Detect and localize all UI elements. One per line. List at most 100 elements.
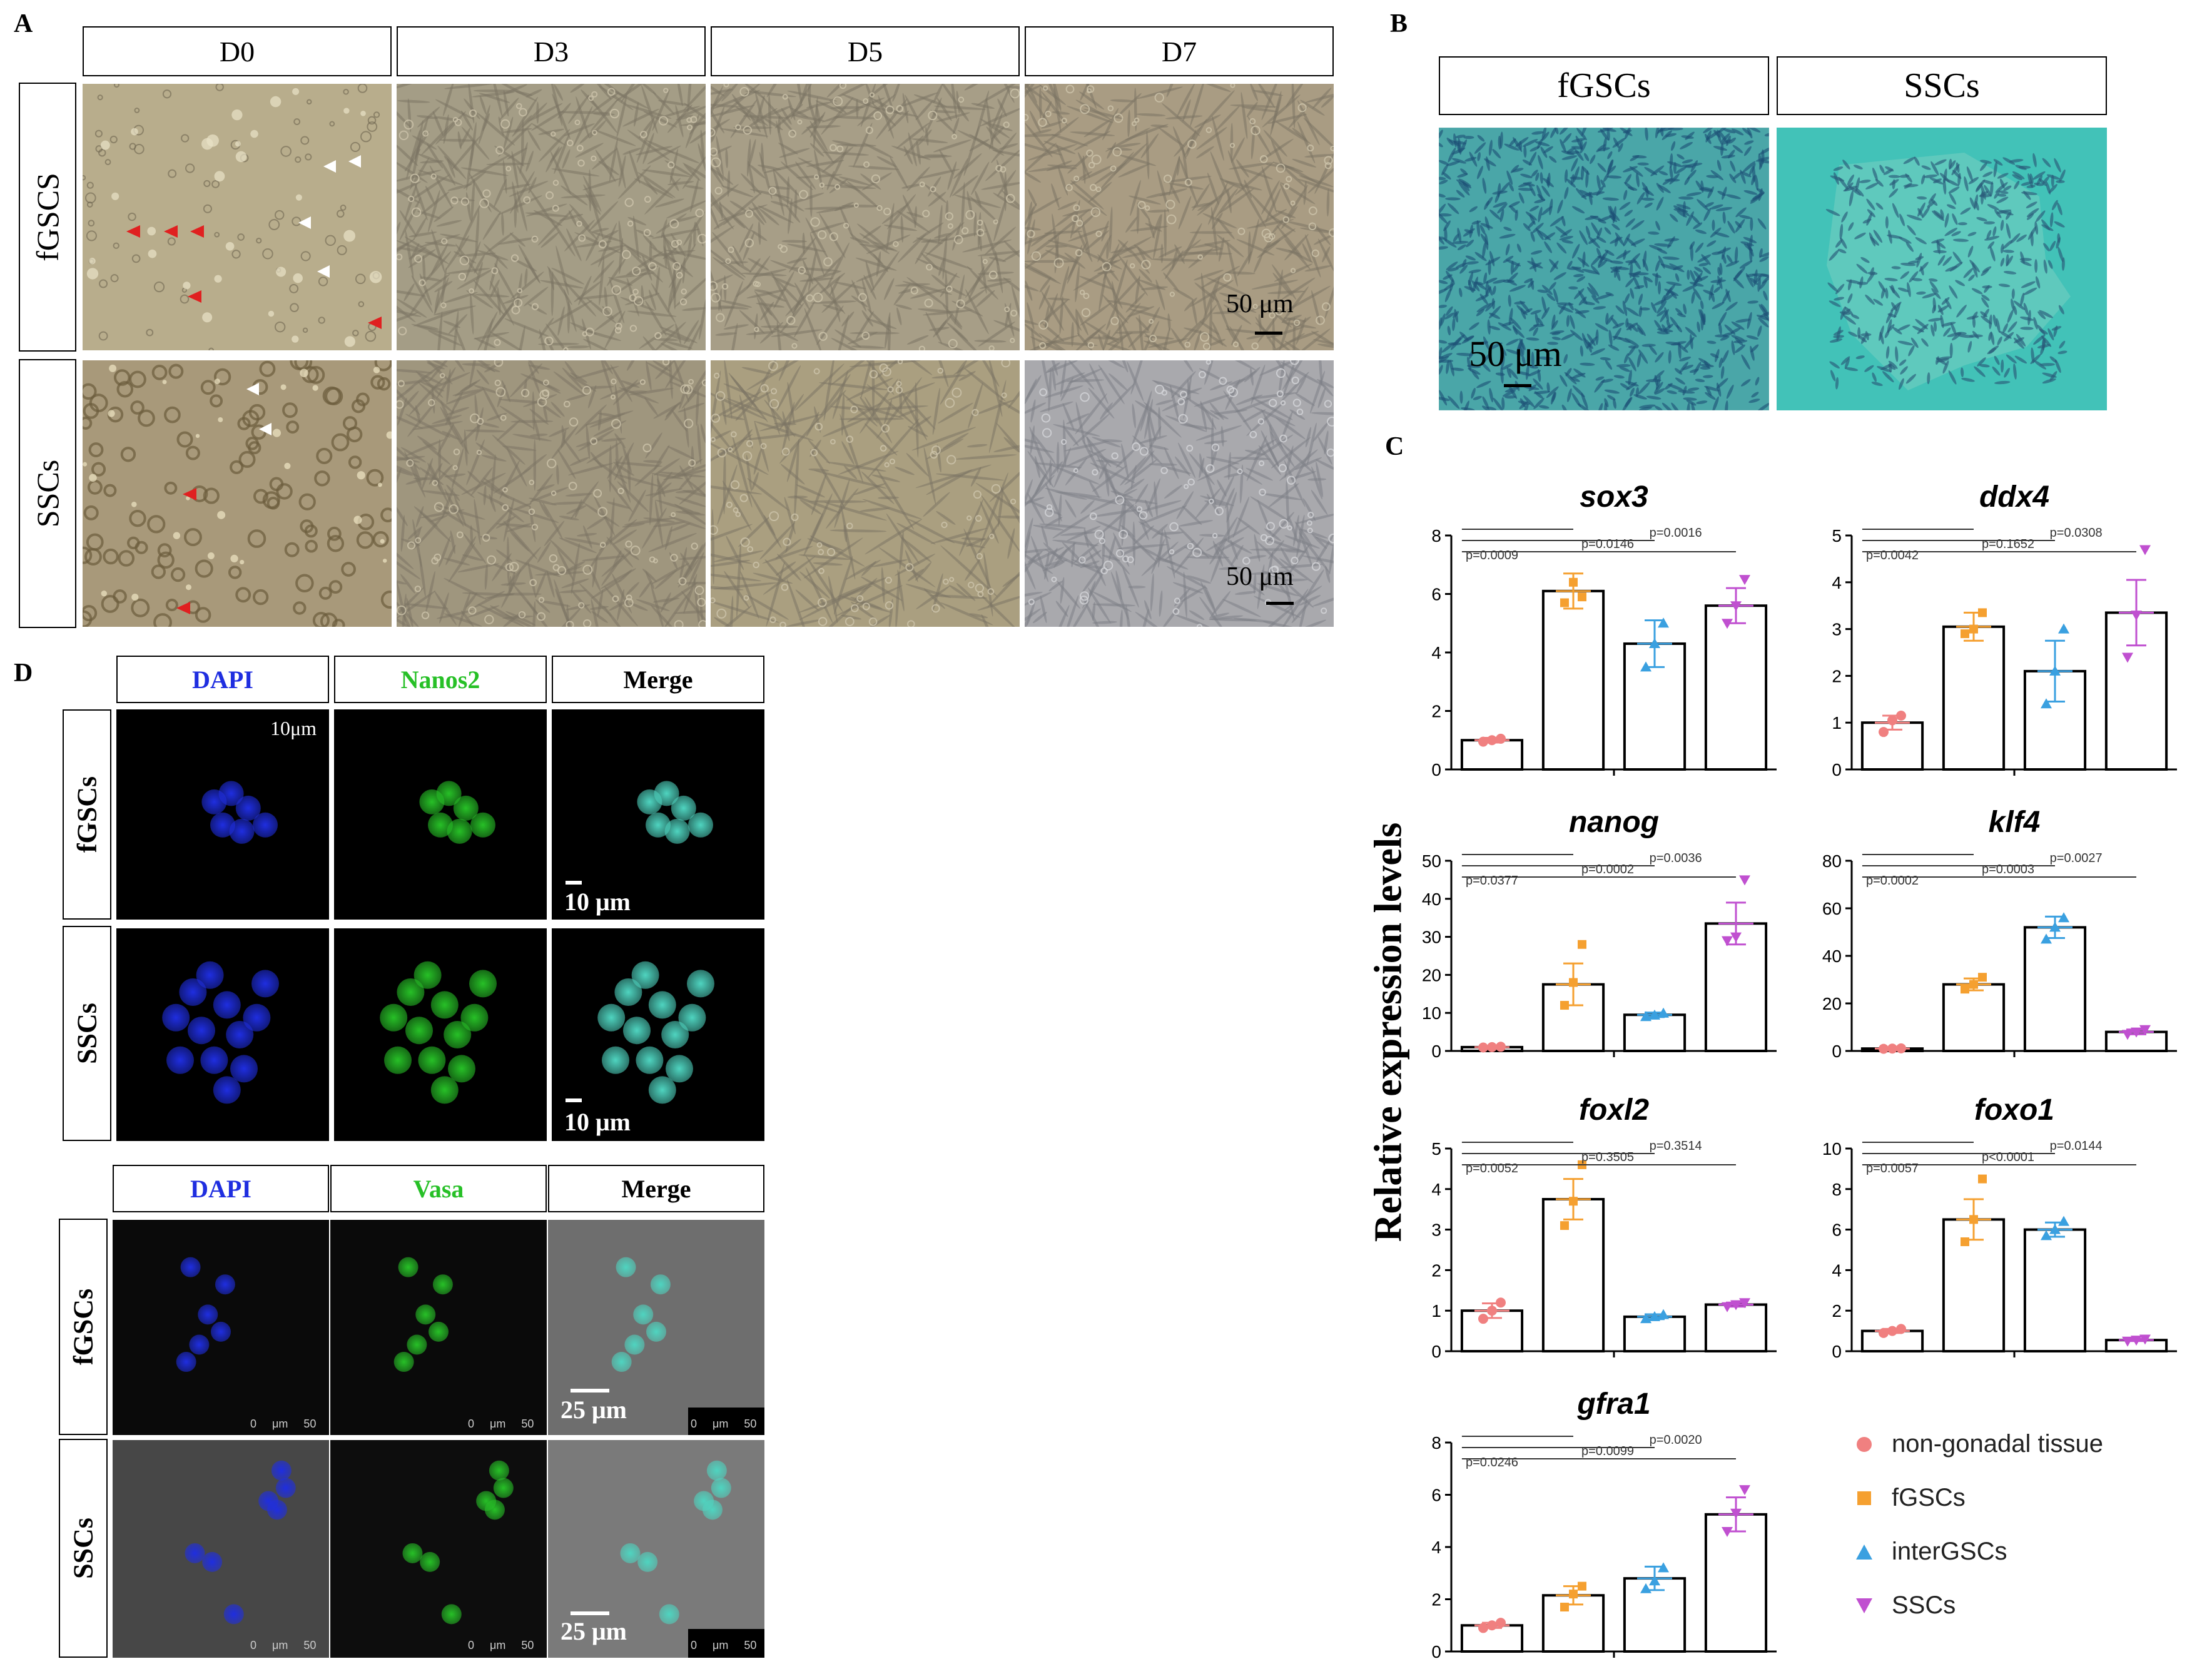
panel-d-bottom-row-fgscs-label: fGSCs — [68, 1288, 99, 1366]
chart-title: foxo1 — [1974, 1093, 2054, 1127]
p-value-label: p=0.0009 — [1466, 549, 1518, 562]
chart-title: klf4 — [1989, 806, 2041, 839]
panel-a-day-d0: D0 — [83, 26, 392, 76]
chart-title: foxl2 — [1579, 1093, 1649, 1127]
panel-label-c: C — [1385, 432, 1404, 461]
p-value-label: p=0.0057 — [1866, 1162, 1919, 1175]
panel-label-a: A — [14, 9, 33, 38]
p-value-label: p=0.3505 — [1581, 1150, 1634, 1164]
data-point — [1730, 601, 1742, 612]
data-point — [1487, 1306, 1497, 1316]
data-point — [2041, 1230, 2052, 1240]
data-point — [2122, 652, 2133, 663]
micrograph-a-fgscs-d3 — [397, 84, 706, 350]
panel-a-scale-bar-fgscs — [1255, 332, 1282, 335]
p-value-label: p=0.0246 — [1466, 1456, 1518, 1469]
y-tick-label: 0 — [1832, 760, 1842, 779]
y-tick-label: 2 — [1431, 702, 1441, 721]
data-point — [1578, 940, 1586, 949]
micrograph-a-fgscs-d7 — [1025, 84, 1334, 350]
chart-ddx4: ddx4 0 1 2 3 4 5 p=0.0042 p=0.1652 p=0.0308 — [1802, 475, 2189, 782]
data-point — [1730, 1508, 1742, 1519]
data-point — [1649, 1009, 1660, 1020]
p-value-label: p<0.0001 — [1982, 1150, 2034, 1164]
panel-d-scale-bar-3 — [571, 1389, 609, 1393]
p-value-label: p=0.0036 — [1650, 851, 1702, 865]
y-tick-label: 0 — [1832, 1042, 1842, 1061]
y-tick-label: 5 — [1431, 1139, 1441, 1159]
fluor-vasa-fgscs-merge — [548, 1220, 764, 1435]
data-point — [1978, 1174, 1987, 1184]
p-value-label: p=0.0099 — [1581, 1444, 1634, 1458]
y-tick-label: 4 — [1431, 643, 1441, 662]
data-point — [1560, 598, 1569, 607]
data-point — [1879, 1327, 1889, 1338]
panel-d-top-col-merge: Merge — [552, 656, 764, 703]
panel-d-top-row-sscs-label: SSCs — [71, 1003, 103, 1064]
y-tick-label: 4 — [1431, 1180, 1441, 1199]
data-point — [1569, 577, 1578, 587]
data-point — [1578, 592, 1586, 602]
y-tick-label: 4 — [1431, 1538, 1441, 1557]
data-point — [1658, 1007, 1669, 1018]
p-value-label: p=0.0020 — [1650, 1433, 1702, 1447]
data-point — [1496, 1618, 1506, 1628]
y-tick-label: 0 — [1431, 760, 1441, 779]
y-tick-label: 4 — [1832, 573, 1842, 592]
data-point — [1961, 1237, 1969, 1247]
arrow-markers-sscs-d0 — [176, 383, 271, 614]
chart-sox3: sox3 0 2 4 6 8 p=0.0009 p=0.0146 p=0.0016 — [1401, 475, 1789, 782]
data-point — [2139, 545, 2151, 555]
panel-d-scale-text-3: 25 μm — [561, 1396, 627, 1424]
data-point — [2131, 1027, 2142, 1038]
bar — [1623, 1013, 1687, 1052]
y-tick-label: 40 — [1422, 890, 1441, 909]
y-tick-label: 8 — [1832, 1180, 1842, 1199]
chart-title: gfra1 — [1576, 1387, 1650, 1421]
data-point — [1649, 1311, 1660, 1321]
chart-foxl2: foxl2 0 1 2 3 4 5 p=0.0052 p=0.3505 p=0.3514 — [1401, 1088, 1789, 1364]
data-point — [1560, 1603, 1569, 1612]
data-point — [1978, 973, 1987, 982]
panel-a-row-fgscs-label: fGSCS — [30, 173, 65, 261]
panel-d-bottom-col-dapi: DAPI — [113, 1165, 329, 1212]
chart-title: ddx4 — [1979, 480, 2049, 514]
p-value-label: p=0.0052 — [1466, 1162, 1518, 1175]
data-point — [1887, 1043, 1897, 1054]
data-point — [1896, 710, 1906, 721]
bar — [1942, 1218, 2006, 1352]
bar — [1541, 1198, 1605, 1352]
micrograph-a-sscs-d5 — [711, 360, 1020, 627]
bar — [1942, 983, 2006, 1053]
data-point — [1739, 1298, 1750, 1309]
data-point — [1640, 661, 1651, 672]
panel-a-row-sscs: SSCs — [19, 359, 76, 628]
data-point — [1640, 1313, 1651, 1324]
data-point — [1969, 1215, 1978, 1224]
fluor-vasa-sscs-dapi — [113, 1440, 329, 1658]
micrograph-a-sscs-d3 — [397, 360, 706, 627]
panel-b-scale-bar — [1504, 384, 1531, 387]
y-tick-label: 6 — [1832, 1220, 1842, 1240]
data-point — [1722, 1302, 1733, 1312]
fluor-nanos2-sscs-green — [334, 928, 547, 1141]
panel-d-scale-bar-1 — [566, 881, 582, 885]
data-point — [1896, 1324, 1906, 1334]
fluor-nanos2-sscs-merge — [552, 928, 764, 1141]
data-point — [1730, 1300, 1742, 1311]
data-point — [1487, 735, 1497, 746]
chart-gfra1: gfra1 0 2 4 6 8 p=0.0246 p=0.0099 p=0.0020 — [1401, 1382, 1789, 1664]
y-tick-label: 6 — [1431, 585, 1441, 604]
data-point — [2058, 623, 2069, 634]
panel-d-scale-text-4: 25 μm — [561, 1617, 627, 1645]
data-point — [1658, 1562, 1669, 1573]
data-point — [1969, 980, 1978, 989]
fluor-vasa-fgscs-dapi — [113, 1220, 329, 1435]
data-point — [1961, 629, 1969, 639]
data-point — [1978, 608, 1987, 617]
p-value-label: p=0.0377 — [1466, 874, 1518, 888]
data-point — [1569, 978, 1578, 987]
data-point — [1879, 727, 1889, 738]
y-tick-label: 20 — [1422, 965, 1441, 985]
panel-a-scale-text-sscs: 50 μm — [1226, 562, 1294, 591]
